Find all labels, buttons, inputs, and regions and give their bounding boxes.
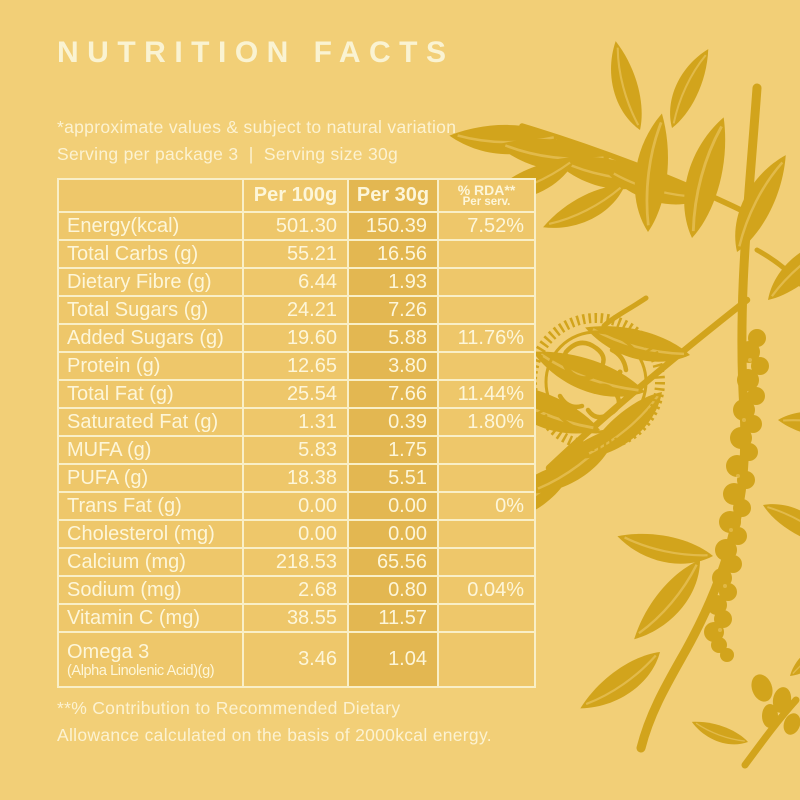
cell-per100g: 18.38 — [242, 463, 349, 493]
cell-rda — [437, 519, 536, 549]
cell-per30g: 0.00 — [347, 519, 439, 549]
page-title: NUTRITION FACTS — [57, 36, 455, 69]
cell-rda: 11.76% — [437, 323, 536, 353]
cell-per100g: 19.60 — [242, 323, 349, 353]
cell-rda — [437, 631, 536, 688]
bud-cluster-icon — [751, 674, 800, 735]
row-label: Protein (g) — [57, 351, 244, 381]
table-row: Sodium (mg) 2.68 0.80 0.04% — [57, 575, 536, 605]
table-header-row: Per 100g Per 30g % RDA** Per serv. — [57, 178, 536, 213]
row-label: Energy(kcal) — [57, 211, 244, 241]
table-row: Vitamin C (mg) 38.55 11.57 — [57, 603, 536, 633]
header-rda-line1: % RDA** — [457, 182, 516, 198]
cell-per30g: 7.26 — [347, 295, 439, 325]
row-label: Sodium (mg) — [57, 575, 244, 605]
cell-rda: 11.44% — [437, 379, 536, 409]
row-label: Omega 3 (Alpha Linolenic Acid)(g) — [57, 631, 244, 688]
cell-per30g: 11.57 — [347, 603, 439, 633]
cell-per100g: 2.68 — [242, 575, 349, 605]
cell-rda — [437, 547, 536, 577]
header-per100g: Per 100g — [242, 178, 349, 213]
table-row: Dietary Fibre (g) 6.44 1.93 — [57, 267, 536, 297]
cell-per30g: 0.39 — [347, 407, 439, 437]
cell-per100g: 12.65 — [242, 351, 349, 381]
cell-rda: 7.52% — [437, 211, 536, 241]
approx-note: *approximate values & subject to natural… — [57, 117, 457, 137]
cell-rda — [437, 351, 536, 381]
table-row: MUFA (g) 5.83 1.75 — [57, 435, 536, 465]
header-per30g: Per 30g — [347, 178, 439, 213]
row-label: PUFA (g) — [57, 463, 244, 493]
cell-per100g: 5.83 — [242, 435, 349, 465]
table-row: Energy(kcal) 501.30 150.39 7.52% — [57, 211, 536, 241]
row-label: Saturated Fat (g) — [57, 407, 244, 437]
nutrition-table: Per 100g Per 30g % RDA** Per serv. Energ… — [57, 178, 536, 688]
table-row: Omega 3 (Alpha Linolenic Acid)(g) 3.46 1.04 — [57, 631, 536, 688]
cell-per100g: 25.54 — [242, 379, 349, 409]
table-row: PUFA (g) 18.38 5.51 — [57, 463, 536, 493]
header-rda: % RDA** Per serv. — [437, 178, 536, 213]
cell-per30g: 65.56 — [347, 547, 439, 577]
cell-per30g: 5.51 — [347, 463, 439, 493]
cell-per100g: 24.21 — [242, 295, 349, 325]
cell-per100g: 0.00 — [242, 491, 349, 521]
table-row: Saturated Fat (g) 1.31 0.39 1.80% — [57, 407, 536, 437]
walnut-icon — [527, 313, 665, 451]
row-label: Calcium (mg) — [57, 547, 244, 577]
cell-per30g: 5.88 — [347, 323, 439, 353]
cell-rda: 0.04% — [437, 575, 536, 605]
cell-per30g: 150.39 — [347, 211, 439, 241]
cell-per30g: 1.04 — [347, 631, 439, 688]
cell-rda — [437, 267, 536, 297]
cell-per30g: 1.93 — [347, 267, 439, 297]
row-label: Dietary Fibre (g) — [57, 267, 244, 297]
cell-rda — [437, 435, 536, 465]
table-row: Calcium (mg) 218.53 65.56 — [57, 547, 536, 577]
header-blank — [57, 178, 244, 213]
cell-per30g: 0.80 — [347, 575, 439, 605]
serving-note: Serving per package 3 | Serving size 30g — [57, 144, 399, 164]
table-row: Total Fat (g) 25.54 7.66 11.44% — [57, 379, 536, 409]
row-label: MUFA (g) — [57, 435, 244, 465]
table-row: Total Sugars (g) 24.21 7.26 — [57, 295, 536, 325]
cell-per30g: 16.56 — [347, 239, 439, 269]
cell-per30g: 1.75 — [347, 435, 439, 465]
cell-per100g: 38.55 — [242, 603, 349, 633]
row-label: Total Carbs (g) — [57, 239, 244, 269]
cell-per30g: 7.66 — [347, 379, 439, 409]
cell-per100g: 1.31 — [242, 407, 349, 437]
table-body: Energy(kcal) 501.30 150.39 7.52% Total Carbs… — [57, 211, 536, 688]
row-label: Trans Fat (g) — [57, 491, 244, 521]
cell-rda: 0% — [437, 491, 536, 521]
row-label: Total Sugars (g) — [57, 295, 244, 325]
cell-per30g: 3.80 — [347, 351, 439, 381]
row-label: Cholesterol (mg) — [57, 519, 244, 549]
catkin-icon — [704, 329, 769, 662]
rda-footnote-line2: Allowance calculated on the basis of 200… — [57, 725, 492, 745]
table-row: Trans Fat (g) 0.00 0.00 0% — [57, 491, 536, 521]
cell-rda — [437, 463, 536, 493]
cell-per100g: 55.21 — [242, 239, 349, 269]
cell-rda: 1.80% — [437, 407, 536, 437]
table-row: Total Carbs (g) 55.21 16.56 — [57, 239, 536, 269]
cell-per100g: 0.00 — [242, 519, 349, 549]
cell-per100g: 3.46 — [242, 631, 349, 688]
cell-per100g: 6.44 — [242, 267, 349, 297]
table-row: Cholesterol (mg) 0.00 0.00 — [57, 519, 536, 549]
row-label: Vitamin C (mg) — [57, 603, 244, 633]
row-label: Total Fat (g) — [57, 379, 244, 409]
cell-per100g: 501.30 — [242, 211, 349, 241]
label-content: NUTRITION FACTS *approximate values & su… — [57, 36, 536, 749]
table-row: Protein (g) 12.65 3.80 — [57, 351, 536, 381]
rda-footnote-line1: **% Contribution to Recommended Dietary — [57, 698, 401, 718]
cell-rda — [437, 295, 536, 325]
cell-per30g: 0.00 — [347, 491, 439, 521]
cell-per100g: 218.53 — [242, 547, 349, 577]
header-rda-line2: Per serv. — [462, 196, 511, 208]
row-label: Added Sugars (g) — [57, 323, 244, 353]
cell-rda — [437, 603, 536, 633]
cell-rda — [437, 239, 536, 269]
table-row: Added Sugars (g) 19.60 5.88 11.76% — [57, 323, 536, 353]
